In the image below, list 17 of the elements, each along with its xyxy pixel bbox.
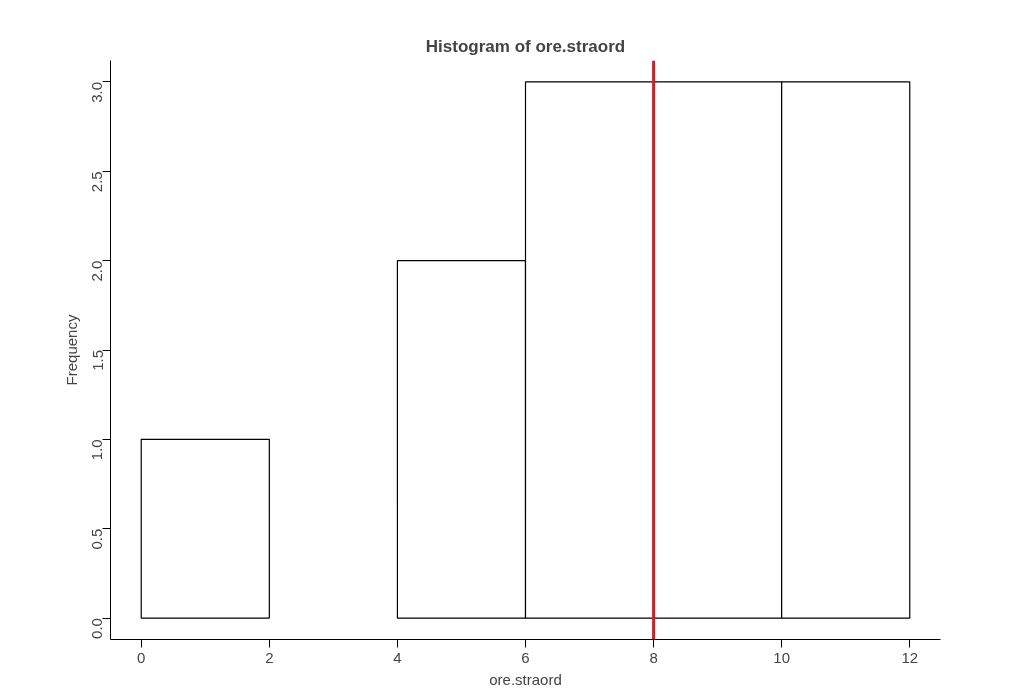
y-tick-label: 1.0 [88,439,106,461]
x-tick-label: 0 [137,648,146,666]
y-tick-label: 2.0 [88,260,106,282]
x-tick-label: 4 [393,648,402,666]
x-tick-label: 12 [901,648,919,666]
chart-title: Histogram of ore.straord [425,36,626,56]
x-tick-label: 8 [649,648,658,666]
y-tick-label: 1.5 [88,349,106,371]
x-tick-label: 6 [521,648,530,666]
y-axis-title: Frequency [62,314,80,386]
y-tick-label: 2.5 [88,171,106,193]
x-tick-label: 10 [773,648,791,666]
x-tick-label: 2 [265,648,274,666]
y-tick-label: 3.0 [88,81,106,103]
x-axis-title: ore.straord [489,670,562,688]
y-tick-label: 0.5 [88,528,106,550]
y-tick-label: 0.0 [88,618,106,639]
